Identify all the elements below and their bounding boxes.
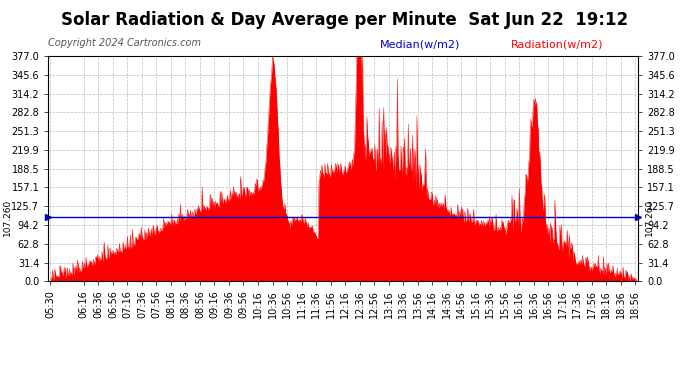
Text: Copyright 2024 Cartronics.com: Copyright 2024 Cartronics.com bbox=[48, 38, 201, 48]
Text: 107.260: 107.260 bbox=[645, 199, 654, 236]
Text: 107.260: 107.260 bbox=[3, 199, 12, 236]
Text: Median(w/m2): Median(w/m2) bbox=[380, 39, 460, 50]
Text: Solar Radiation & Day Average per Minute  Sat Jun 22  19:12: Solar Radiation & Day Average per Minute… bbox=[61, 11, 629, 29]
Text: Radiation(w/m2): Radiation(w/m2) bbox=[511, 39, 603, 50]
